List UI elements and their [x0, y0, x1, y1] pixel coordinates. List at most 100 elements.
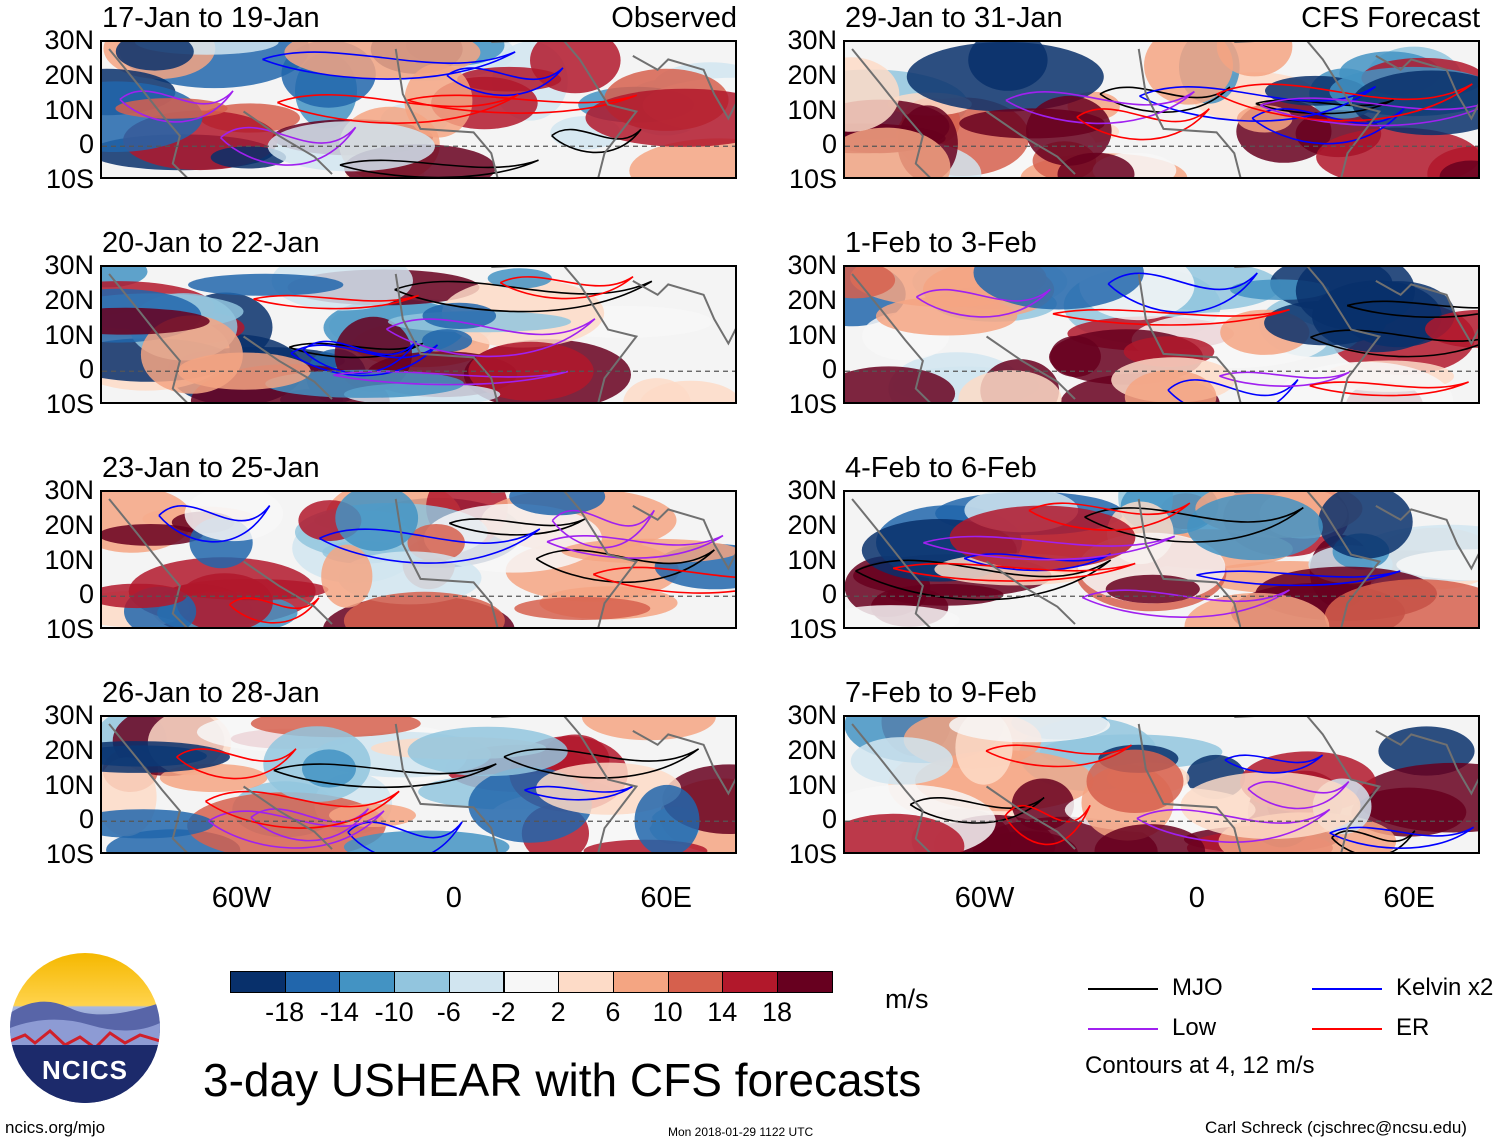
contour-line [205, 790, 400, 829]
y-tick-label: 10S [45, 614, 94, 644]
y-tick-label: 20N [44, 509, 94, 540]
panel-title: 4-Feb to 6-Feb [845, 452, 1037, 484]
panel-title: 1-Feb to 3-Feb [845, 227, 1037, 259]
shading-blob [875, 296, 1018, 336]
contour-line [1167, 379, 1299, 402]
shading-blob [1324, 579, 1478, 627]
shading-blob [629, 138, 735, 177]
panel-title: 17-Jan to 19-Jan [102, 2, 320, 34]
shading-blob [177, 352, 311, 390]
colorbar-segment [612, 971, 669, 993]
contour-line [1081, 589, 1290, 618]
y-tick-label: 10S [788, 389, 837, 419]
x-tick-label: 0 [1188, 882, 1205, 914]
colorbar-segment [394, 971, 450, 993]
y-tick-label: 0 [821, 804, 837, 835]
colorbar-label: 6 [605, 997, 621, 1027]
panel-title: 20-Jan to 22-Jan [102, 227, 320, 259]
column-label: CFS Forecast [1301, 2, 1480, 34]
coastline [851, 492, 1478, 627]
colorbar-segment [339, 971, 396, 993]
legend-swatch [1312, 1028, 1382, 1030]
coastline [108, 267, 735, 402]
shading-blob [487, 268, 552, 289]
y-tick-label: 10S [45, 389, 94, 419]
y-tick-label: 20N [787, 59, 837, 90]
shading-blob [850, 737, 953, 785]
shading-blob [1184, 592, 1330, 627]
contour-line [1346, 300, 1478, 318]
colorbar-label: 18 [761, 997, 793, 1027]
legend-label: Kelvin x2 [1396, 974, 1494, 1001]
contour-line [1052, 308, 1290, 326]
shading-blob [102, 524, 203, 546]
contour-line [394, 280, 653, 313]
shading-blob [1318, 492, 1413, 559]
shading-blob [845, 267, 896, 299]
y-tick-label: 10S [45, 164, 94, 194]
contour-line [273, 763, 497, 788]
contour-line [1259, 97, 1478, 127]
y-tick-label: 0 [821, 354, 837, 385]
shear-field [102, 267, 735, 402]
shading-blob [302, 749, 356, 788]
shading-blob [582, 717, 716, 741]
contour-line [1309, 381, 1469, 397]
footer-url[interactable]: ncics.org/mjo [5, 1118, 106, 1137]
y-tick-label: 30N [44, 250, 94, 280]
colorbar-label: -6 [436, 997, 461, 1027]
coastline [108, 42, 735, 177]
y-tick-label: 20N [44, 59, 94, 90]
contour-line [302, 340, 417, 374]
shading-blob [102, 307, 210, 335]
shading-blob [1026, 95, 1112, 166]
shading-blob [886, 583, 1004, 606]
contour-line [1216, 83, 1473, 122]
shear-field [102, 492, 735, 627]
y-tick-label: 30N [44, 475, 94, 505]
contour-line [339, 159, 539, 177]
panel-title: 26-Jan to 28-Jan [102, 677, 320, 709]
shading-blob [845, 605, 960, 627]
legend-swatch [1312, 988, 1382, 990]
contour-line [499, 276, 634, 300]
colorbar-segment [777, 971, 833, 993]
x-tick-label: 0 [445, 882, 462, 914]
contour-line [277, 93, 519, 124]
map-panel [100, 490, 737, 629]
contour-line [1251, 108, 1405, 145]
contour-line [1247, 780, 1350, 810]
y-tick-label: 10N [787, 769, 837, 800]
map-panel [100, 40, 737, 179]
map-panel [843, 265, 1480, 404]
legend-swatch [1088, 1028, 1158, 1030]
y-tick-label: 10N [787, 319, 837, 350]
coastline [108, 717, 735, 852]
panel-title: 7-Feb to 9-Feb [845, 677, 1037, 709]
contour-line [1139, 85, 1377, 122]
shading-blob [968, 42, 1048, 91]
map-panel [843, 40, 1480, 179]
colorbar-label: -10 [374, 997, 414, 1027]
contour-line [985, 744, 1132, 768]
y-tick-label: 0 [78, 579, 94, 610]
shading-blob [102, 583, 187, 609]
shear-field [845, 267, 1478, 402]
y-tick-label: 10N [787, 94, 837, 125]
shading-blob [1094, 824, 1206, 852]
contour-line [546, 534, 724, 559]
contour-line [1136, 808, 1331, 843]
contour-line [855, 559, 1112, 601]
y-tick-label: 30N [787, 700, 837, 730]
shading-blob [115, 42, 194, 71]
shading-blob [1396, 549, 1478, 581]
shading-blob [1439, 160, 1478, 177]
shear-field [845, 42, 1478, 177]
shading-blob [845, 57, 900, 132]
y-tick-label: 20N [44, 284, 94, 315]
y-tick-label: 20N [787, 734, 837, 765]
shading-blob [976, 831, 1078, 852]
shading-blob [1050, 335, 1101, 378]
shading-blob [640, 380, 735, 402]
contour-line [288, 342, 424, 359]
